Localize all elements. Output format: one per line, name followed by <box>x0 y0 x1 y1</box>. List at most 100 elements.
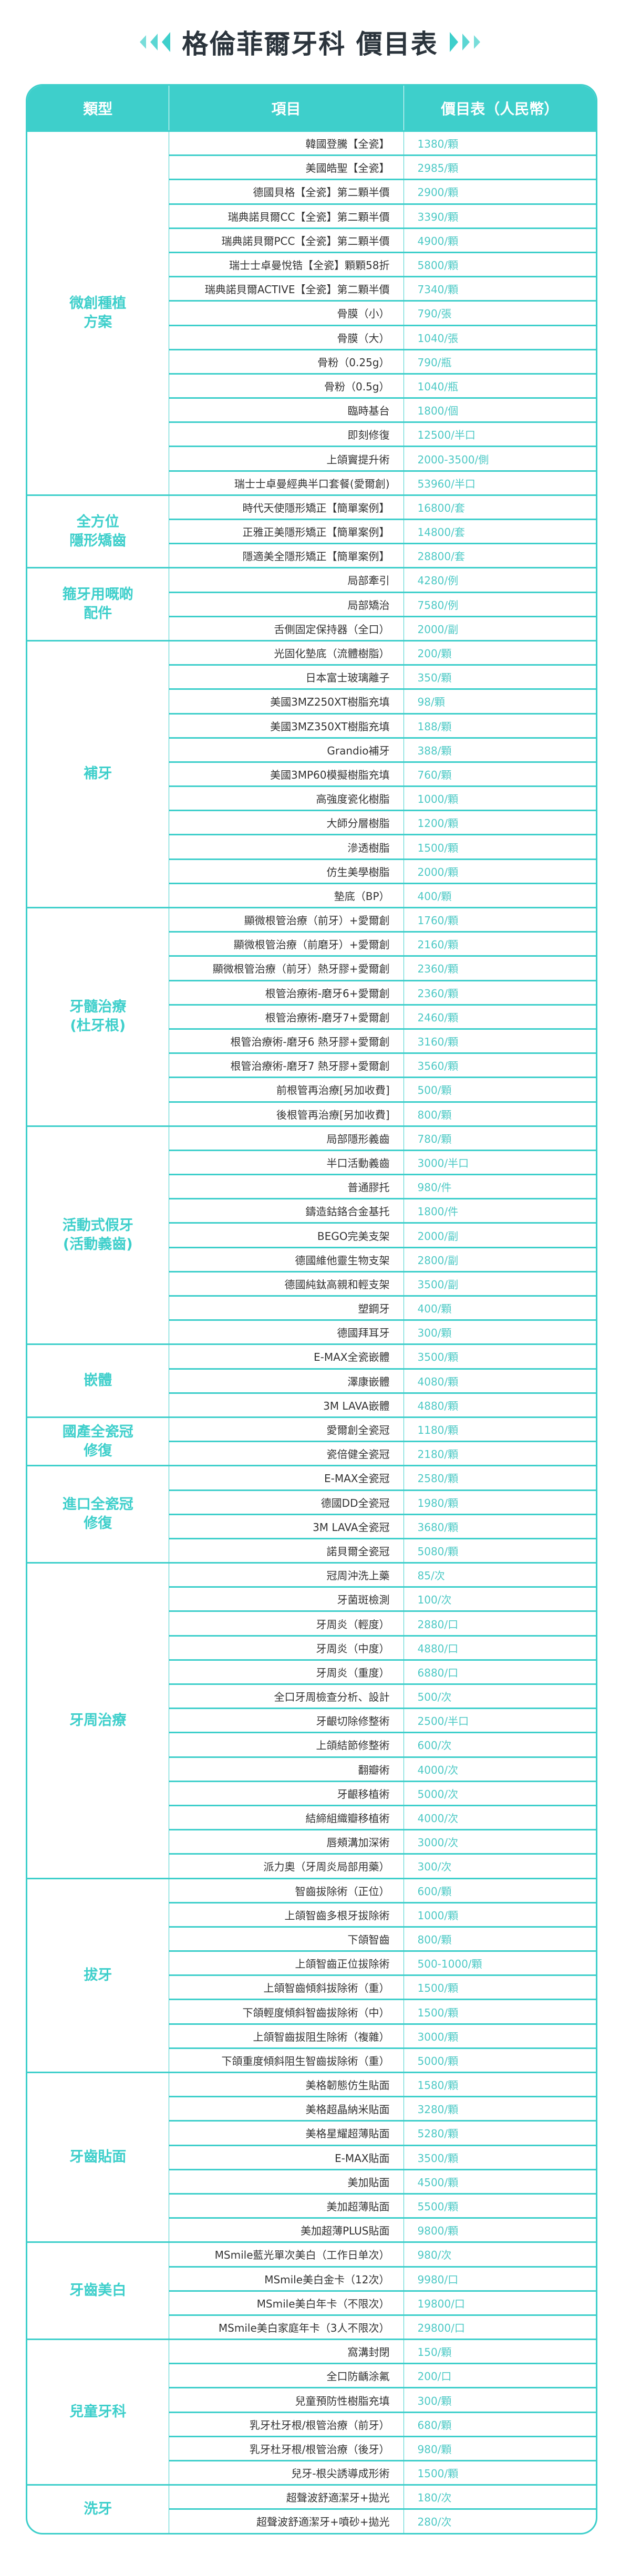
category-label: 國產全瓷冠 修復 <box>27 1416 169 1466</box>
table-row: 上頜智齒傾斜拔除術（重） 1500/顆 <box>27 1974 596 2000</box>
item-name: 結締組織瓣移植術 <box>169 1804 404 1830</box>
item-price: 4880/顆 <box>404 1392 596 1418</box>
item-price: 16800/套 <box>404 494 596 520</box>
item-name: 上頜竇提升術 <box>169 446 404 471</box>
item-price: 1800/個 <box>404 397 596 422</box>
item-name: 局部隱形義齒 <box>169 1125 404 1151</box>
table-row: 乳牙杜牙根/根管治療（後牙） 980/顆 <box>27 2435 596 2461</box>
item-name: 顯微根管治療（前牙）+愛爾創 <box>169 906 404 932</box>
category-label: 活動式假牙 (活動義齒) <box>27 1125 169 1344</box>
item-price: 1760/顆 <box>404 906 596 932</box>
item-price: 800/顆 <box>404 1101 596 1126</box>
item-price: 1580/顆 <box>404 2071 596 2097</box>
table-row: 牙齒美白 MSmile藍光單次美白（工作日单次） 980/次 <box>27 2241 596 2340</box>
item-name: MSmile美白金卡（12次） <box>169 2265 404 2291</box>
item-price: 29800/口 <box>404 2314 596 2340</box>
item-name: 骨粉（0.25g） <box>169 348 404 374</box>
item-price: 2000/副 <box>404 615 596 641</box>
item-price: 1800/件 <box>404 1198 596 1223</box>
item-name: 大師分層樹脂 <box>169 810 404 835</box>
table-row: 局部矯治 7580/例 <box>27 591 596 617</box>
item-name: 美國3MP60模擬樹脂充填 <box>169 761 404 787</box>
item-name: 韓國登騰【全瓷】 <box>169 130 404 156</box>
table-row: 德國純鈦高親和輕支架 3500/副 <box>27 1270 596 1296</box>
category-label: 牙齒美白 <box>27 2241 169 2340</box>
table-row: 德國DD全瓷冠 1980/顆 <box>27 1489 596 1515</box>
table-row: 前根管再治療[另加收費] 500/顆 <box>27 1077 596 1102</box>
item-price: 5000/顆 <box>404 2047 596 2073</box>
item-price: 400/顆 <box>404 1295 596 1320</box>
table-row: 兒牙-根尖誘導成形術 1500/顆 <box>27 2459 596 2485</box>
item-name: 德國貝格【全瓷】第二顆半價 <box>169 179 404 204</box>
item-price: 1500/顆 <box>404 2459 596 2485</box>
table-row: 根管治療術-磨牙7+愛爾創 2460/顆 <box>27 1003 596 1029</box>
table-row: 唇頰溝加深術 3000/次 <box>27 1829 596 1854</box>
item-price: 14800/套 <box>404 518 596 544</box>
item-name: 瑞典諾貝爾ACTIVE【全瓷】第二顆半價 <box>169 276 404 301</box>
category-label: 補牙 <box>27 639 169 908</box>
table-row: 顯微根管治療（前磨牙）+愛爾創 2160/顆 <box>27 931 596 956</box>
item-price: 3500/副 <box>404 1270 596 1296</box>
item-price: 500-1000/顆 <box>404 1950 596 1975</box>
table-row: 補牙 光固化墊底（流體樹脂） 200/顆 <box>27 639 596 908</box>
item-price: 760/顆 <box>404 761 596 787</box>
table-row: 美加超薄PLUS貼面 9800/顆 <box>27 2217 596 2242</box>
item-name: 乳牙杜牙根/根管治療（前牙） <box>169 2411 404 2437</box>
item-name: 牙齦切除修整術 <box>169 1708 404 1733</box>
table-row: 下頜重度傾斜阻生智齒拔除術（重） 5000/顆 <box>27 2047 596 2073</box>
item-price: 3500/顆 <box>404 1343 596 1369</box>
item-price: 1380/顆 <box>404 130 596 156</box>
table-row: 諾貝爾全瓷冠 5080/顆 <box>27 1537 596 1563</box>
item-price: 2880/口 <box>404 1610 596 1636</box>
category-label: 兒童牙科 <box>27 2339 169 2485</box>
item-name: 全口牙周檢查分析、設計 <box>169 1683 404 1709</box>
item-price: 300/次 <box>404 1853 596 1878</box>
item-price: 3560/顆 <box>404 1052 596 1078</box>
item-name: 前根管再治療[另加收費] <box>169 1077 404 1102</box>
table-row: Grandio補牙 388/顆 <box>27 737 596 762</box>
table-row: 滲透樹脂 1500/顆 <box>27 834 596 860</box>
item-price: 3000/次 <box>404 1829 596 1854</box>
item-price: 600/顆 <box>404 1877 596 1903</box>
item-name: Grandio補牙 <box>169 737 404 762</box>
item-price: 350/顆 <box>404 664 596 689</box>
item-name: 根管治療術-磨牙6+愛爾創 <box>169 979 404 1005</box>
item-name: 顯微根管治療（前磨牙）+愛爾創 <box>169 931 404 956</box>
header-type: 類型 <box>27 86 169 131</box>
table-row: MSmile美白金卡（12次） 9980/口 <box>27 2265 596 2291</box>
item-name: 美國皓聖【全瓷】 <box>169 154 404 180</box>
table-row: 兒童牙科 窩溝封閉 150/顆 <box>27 2339 596 2485</box>
table-row: 拔牙 智齒拔除術（正位） 600/顆 <box>27 1877 596 2073</box>
item-price: 2900/顆 <box>404 179 596 204</box>
table-row: 美格超晶納米貼面 3280/顆 <box>27 2096 596 2121</box>
table-row: 顯微根管治療（前牙）熱牙膠+愛爾創 2360/顆 <box>27 955 596 981</box>
item-price: 85/次 <box>404 1562 596 1587</box>
item-name: 牙齦移植術 <box>169 1780 404 1806</box>
item-name: 3M LAVA嵌體 <box>169 1392 404 1418</box>
item-price: 28800/套 <box>404 543 596 568</box>
table-row: 隱適美全隱形矯正【簡單案例】 28800/套 <box>27 543 596 568</box>
price-table: 類型 項目 價目表（人民幣） 微創種植 方案 韓國登騰【全瓷】 1380/顆 美國皓聖… <box>26 84 597 2534</box>
item-name: 瑞士士卓曼悅锆【全瓷】顆顆58折 <box>169 251 404 277</box>
item-price: 19800/口 <box>404 2290 596 2315</box>
item-price: 4000/次 <box>404 1804 596 1830</box>
item-price: 500/次 <box>404 1683 596 1709</box>
table-row: 牙周治療 冠周沖洗上藥 85/次 <box>27 1562 596 1878</box>
item-name: 時代天使隱形矯正【簡單案例】 <box>169 494 404 520</box>
category-label: 牙齒貼面 <box>27 2071 169 2242</box>
item-price: 3000/顆 <box>404 2023 596 2049</box>
table-row: 德國維他靈生物支架 2800/副 <box>27 1246 596 1272</box>
item-price: 1040/瓶 <box>404 373 596 398</box>
item-name: 臨時基台 <box>169 397 404 422</box>
table-row: 超聲波舒適潔牙+噴砂+拋光 280/次 <box>27 2508 596 2533</box>
header-item: 項目 <box>169 86 404 131</box>
triple-chevron-right-icon <box>449 30 480 54</box>
table-row: 派力奧（牙周炎局部用藥） 300/次 <box>27 1853 596 1878</box>
item-name: 冠周沖洗上藥 <box>169 1562 404 1587</box>
item-name: 顯微根管治療（前牙）熱牙膠+愛爾創 <box>169 955 404 981</box>
table-row: 嵌體 E-MAX全瓷嵌體 3500/顆 <box>27 1343 596 1418</box>
table-row: 牙周炎（中度） 4880/口 <box>27 1634 596 1660</box>
item-name: E-MAX全瓷冠 <box>169 1465 404 1490</box>
item-name: 半口活動義齒 <box>169 1149 404 1175</box>
item-price: 188/顆 <box>404 712 596 738</box>
